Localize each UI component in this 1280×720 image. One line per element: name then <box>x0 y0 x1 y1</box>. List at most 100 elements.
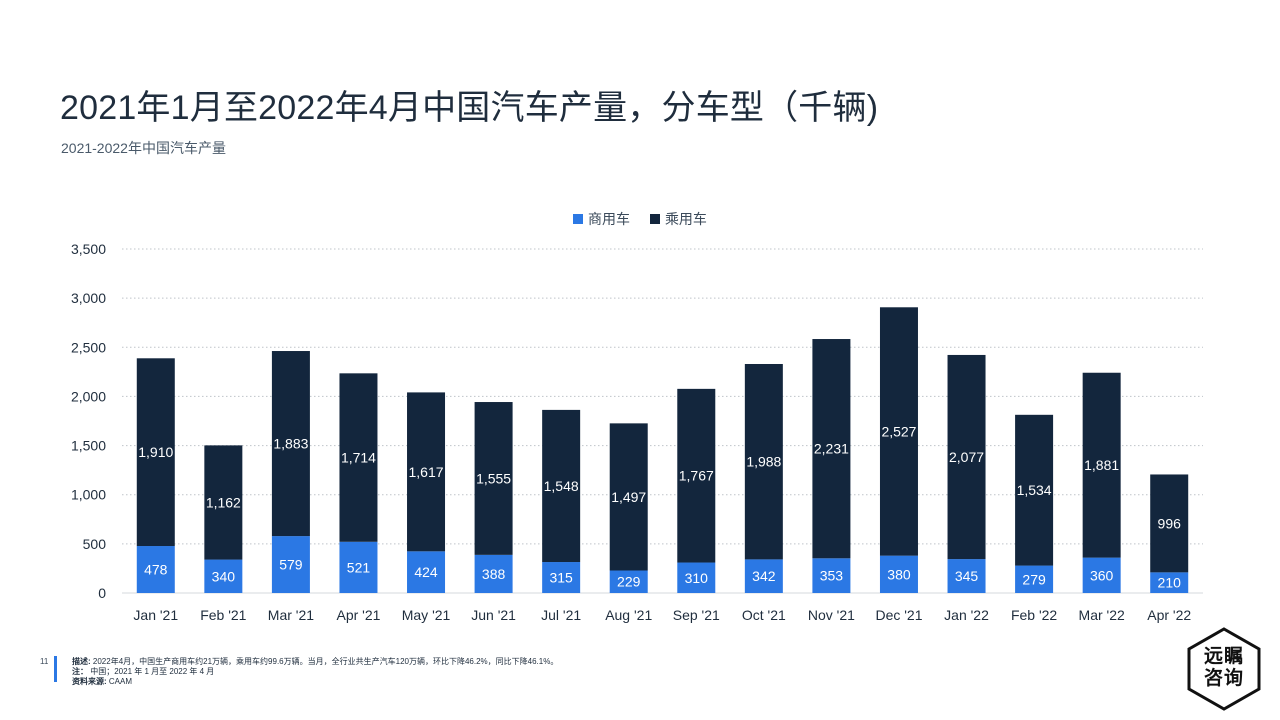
data-label-passenger-10: 2,231 <box>814 441 849 457</box>
x-tick-label-10: Nov '21 <box>808 607 855 623</box>
x-tick-label-14: Mar '22 <box>1079 607 1125 623</box>
bar-passenger-7 <box>609 423 648 571</box>
legend-label-passenger: 乘用车 <box>664 211 707 227</box>
page-number: 11 <box>40 657 49 666</box>
data-label-passenger-11: 2,527 <box>881 423 916 439</box>
bar-commercial-9 <box>744 559 783 593</box>
footer-source: 资料来源: CAAM <box>72 677 792 687</box>
data-label-passenger-4: 1,617 <box>409 464 444 480</box>
footer-note: 注： 中国；2021 年 1 月至 2022 年 4 月 <box>72 667 792 677</box>
brand-logo-text: 远瞩 咨询 <box>1186 645 1262 689</box>
data-label-passenger-14: 1,881 <box>1084 457 1119 473</box>
bar-passenger-8 <box>677 388 716 563</box>
footer-description: 描述: 2022年4月，中国生产商用车约21万辆，乘用车约99.6万辆。当月，全… <box>72 657 792 667</box>
y-tick-label-1000: 1,000 <box>71 487 106 503</box>
data-label-passenger-3: 1,714 <box>341 450 376 466</box>
data-label-passenger-1: 1,162 <box>206 494 241 510</box>
y-tick-label-0: 0 <box>98 585 106 601</box>
bar-commercial-0 <box>136 546 175 593</box>
bar-commercial-13 <box>1015 565 1054 593</box>
x-tick-label-12: Jan '22 <box>944 607 989 623</box>
data-label-passenger-7: 1,497 <box>611 489 646 505</box>
page-title: 2021年1月至2022年4月中国汽车产量，分车型（千辆) <box>60 89 879 127</box>
y-tick-label-1500: 1,500 <box>71 438 106 454</box>
footer-note-text: 中国；2021 年 1 月至 2022 年 4 月 <box>90 667 215 676</box>
data-label-commercial-12: 345 <box>955 568 979 584</box>
bar-passenger-0 <box>136 358 175 547</box>
bar-passenger-1 <box>204 445 243 560</box>
data-label-passenger-8: 1,767 <box>679 468 714 484</box>
data-label-commercial-10: 353 <box>820 568 844 584</box>
page-subtitle: 2021-2022年中国汽车产量 <box>61 140 226 156</box>
x-tick-label-15: Apr '22 <box>1147 607 1191 623</box>
data-label-commercial-9: 342 <box>752 568 776 584</box>
bar-passenger-6 <box>542 409 581 563</box>
data-label-commercial-2: 579 <box>279 557 303 573</box>
data-label-passenger-9: 1,988 <box>746 454 781 470</box>
footer-accent-bar <box>54 656 57 682</box>
legend-swatch-passenger <box>649 214 660 224</box>
x-tick-label-13: Feb '22 <box>1011 607 1057 623</box>
x-tick-label-0: Jan '21 <box>133 607 178 623</box>
footer-note-label: 注： <box>72 667 88 676</box>
bar-commercial-3 <box>339 541 378 593</box>
data-label-commercial-3: 521 <box>347 559 371 575</box>
x-tick-label-7: Aug '21 <box>605 607 652 623</box>
bar-passenger-4 <box>407 392 446 552</box>
data-label-commercial-0: 478 <box>144 562 168 578</box>
bar-passenger-10 <box>812 339 851 559</box>
data-label-passenger-12: 2,077 <box>949 449 984 465</box>
brand-logo-line2: 咨询 <box>1203 667 1244 689</box>
y-tick-label-2000: 2,000 <box>71 388 106 404</box>
x-tick-label-3: Apr '21 <box>337 607 381 623</box>
data-label-passenger-15: 996 <box>1158 515 1182 531</box>
bar-passenger-14 <box>1082 372 1121 558</box>
bar-commercial-12 <box>947 559 986 593</box>
bar-passenger-13 <box>1015 414 1054 566</box>
data-label-commercial-13: 279 <box>1022 571 1046 587</box>
data-label-passenger-13: 1,534 <box>1017 482 1052 498</box>
data-label-passenger-2: 1,883 <box>273 436 308 452</box>
x-tick-label-1: Feb '21 <box>200 607 246 623</box>
data-label-passenger-6: 1,548 <box>544 478 579 494</box>
bar-commercial-7 <box>609 570 648 593</box>
bar-passenger-5 <box>474 402 513 555</box>
x-tick-label-5: Jun '21 <box>471 607 516 623</box>
data-label-commercial-6: 315 <box>549 570 573 586</box>
bar-commercial-11 <box>879 555 918 593</box>
x-tick-label-9: Oct '21 <box>742 607 786 623</box>
bar-commercial-14 <box>1082 557 1121 593</box>
y-tick-label-500: 500 <box>83 536 107 552</box>
data-label-commercial-1: 340 <box>212 568 236 584</box>
x-tick-label-6: Jul '21 <box>541 607 581 623</box>
x-tick-label-2: Mar '21 <box>268 607 314 623</box>
bar-commercial-1 <box>204 559 243 593</box>
y-tick-label-3500: 3,500 <box>71 241 106 257</box>
x-tick-label-11: Dec '21 <box>875 607 922 623</box>
legend-swatch-commercial <box>573 214 584 224</box>
bar-commercial-10 <box>812 558 851 593</box>
data-label-commercial-11: 380 <box>887 566 911 582</box>
bar-commercial-4 <box>407 551 446 593</box>
x-tick-label-8: Sep '21 <box>673 607 720 623</box>
bar-commercial-8 <box>677 562 716 593</box>
bar-commercial-5 <box>474 554 513 593</box>
bar-passenger-3 <box>339 373 378 542</box>
data-label-commercial-5: 388 <box>482 566 506 582</box>
chart-legend: 商用车 乘用车 <box>0 209 1280 229</box>
x-tick-label-4: May '21 <box>402 607 451 623</box>
data-label-passenger-0: 1,910 <box>138 444 173 460</box>
data-label-commercial-4: 424 <box>414 564 438 580</box>
legend-label-commercial: 商用车 <box>588 211 631 227</box>
brand-logo <box>1187 627 1261 711</box>
y-tick-label-3000: 3,000 <box>71 290 106 306</box>
bar-passenger-15 <box>1150 474 1189 573</box>
bar-commercial-15 <box>1150 572 1189 593</box>
data-label-commercial-8: 310 <box>685 570 709 586</box>
bar-passenger-11 <box>879 307 918 556</box>
data-label-passenger-5: 1,555 <box>476 470 511 486</box>
bar-commercial-2 <box>271 536 310 593</box>
footer-source-label: 资料来源: <box>72 677 107 686</box>
bar-commercial-6 <box>542 562 581 593</box>
